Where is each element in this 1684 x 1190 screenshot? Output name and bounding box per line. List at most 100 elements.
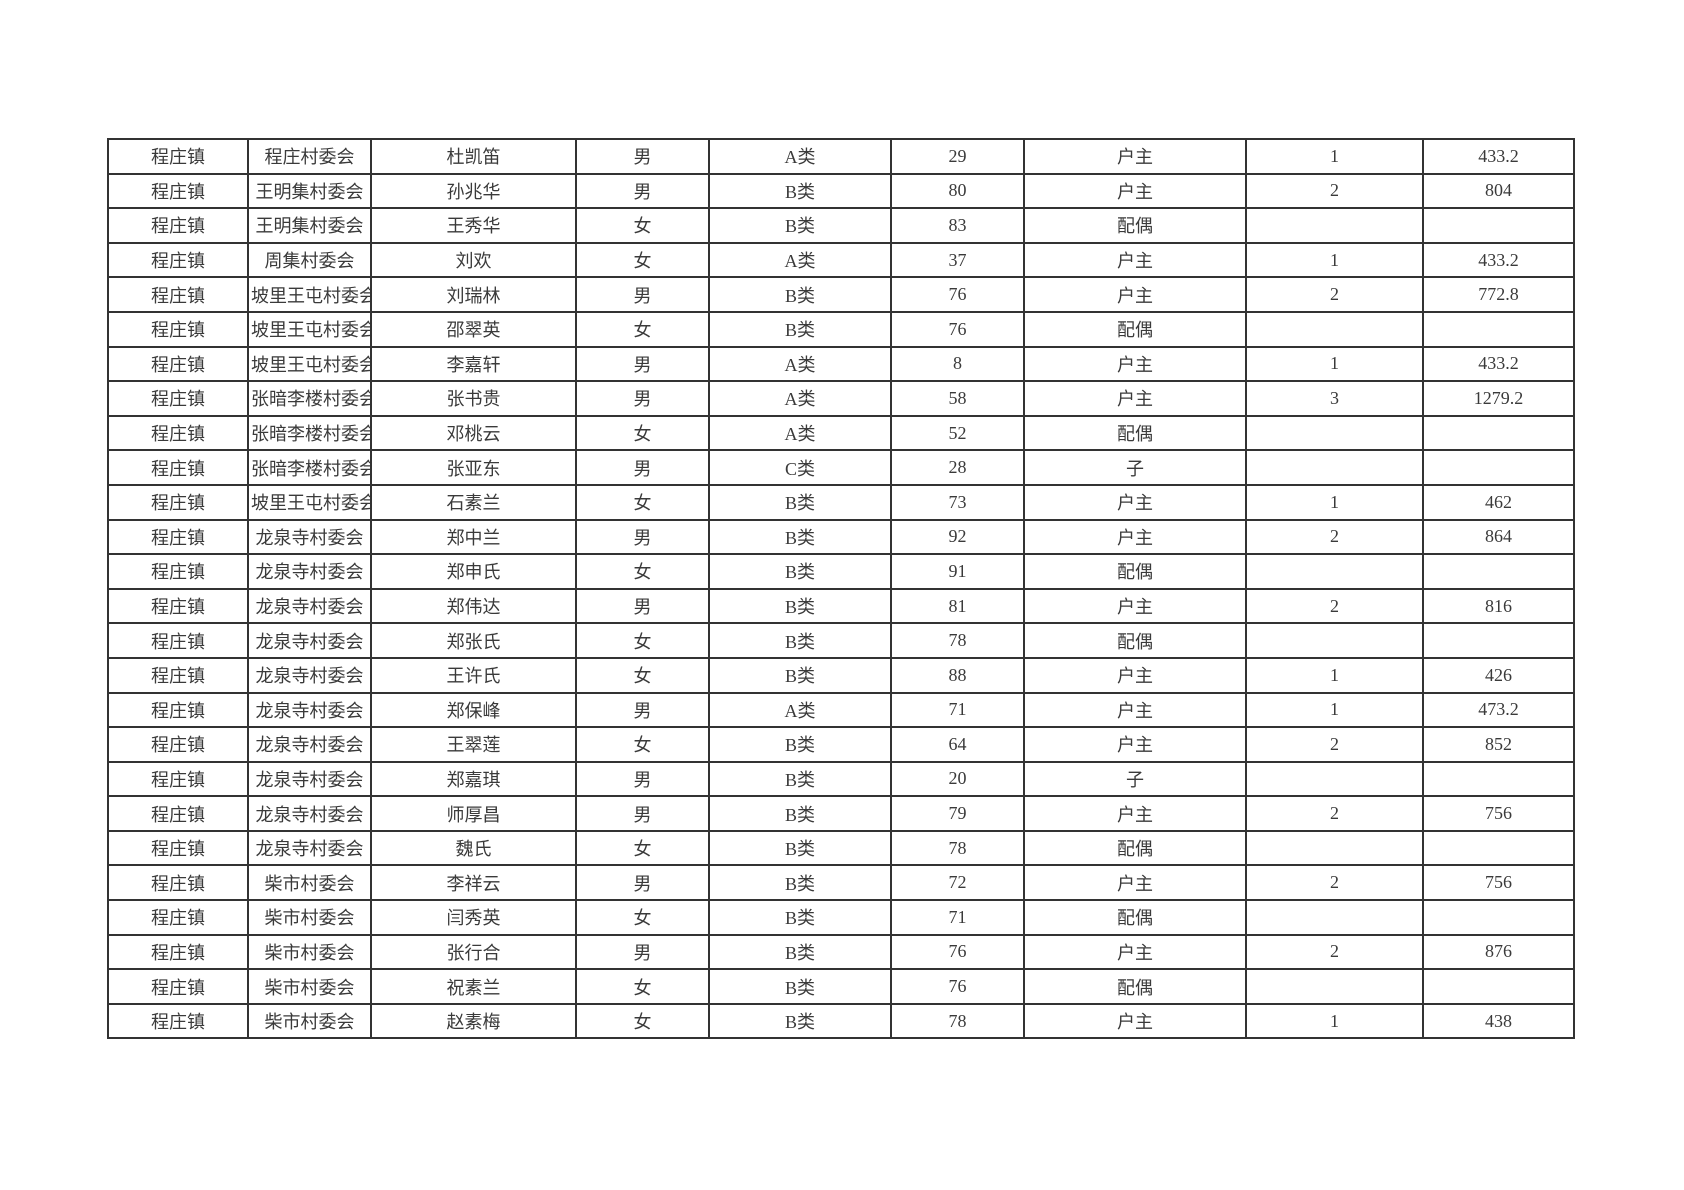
table-cell: 8 (890, 345, 1025, 383)
table-cell: 祝素兰 (370, 968, 577, 1005)
table-cell (1245, 968, 1424, 1005)
table-cell: 张行合 (370, 933, 577, 971)
table-cell: B类 (708, 933, 892, 971)
table-row: 程庄镇 张暗李楼村委会 张书贵男 A类 58 户主 3 1279.2 (107, 380, 1575, 417)
table-cell: 女 (575, 1002, 710, 1040)
table-cell: 王秀华 (370, 207, 577, 244)
table-cell: 1 (1245, 138, 1424, 175)
table-cell: 龙泉寺村委会 (247, 656, 372, 694)
table-cell: 坡里王屯村委会 (247, 345, 372, 383)
table-cell: 户主 (1023, 518, 1247, 556)
table-cell: 76 (890, 276, 1025, 313)
table-row: 程庄镇 程庄村委会 杜凯笛男 A类 29 户主 1 433.2 (107, 138, 1575, 175)
table-row: 程庄镇 柴市村委会 祝素兰女 B类 76 配偶 (107, 968, 1575, 1005)
table-cell: 郑申氏 (370, 553, 577, 590)
table-cell: 程庄镇 (107, 726, 249, 763)
table-cell: 女 (575, 829, 710, 867)
table-cell: 程庄镇 (107, 138, 249, 175)
table-cell: 2 (1245, 276, 1424, 313)
table-row: 程庄镇 龙泉寺村委会 王翠莲女 B类 64 户主 2 852 (107, 726, 1575, 763)
table-cell: 赵素梅 (370, 1002, 577, 1040)
table-cell: 龙泉寺村委会 (247, 691, 372, 729)
table-cell: 程庄镇 (107, 172, 249, 210)
table-cell: 程庄镇 (107, 1002, 249, 1040)
table-cell: 80 (890, 172, 1025, 210)
table-cell: 58 (890, 380, 1025, 417)
table-cell: 426 (1422, 656, 1575, 694)
table-cell: 龙泉寺村委会 (247, 760, 372, 798)
table-cell: 户主 (1023, 172, 1247, 210)
table-cell: 女 (575, 483, 710, 521)
table-row: 程庄镇 龙泉寺村委会 郑伟达男 B类 81 户主 2 816 (107, 587, 1575, 625)
table-cell: 子 (1023, 760, 1247, 798)
table-cell (1245, 449, 1424, 486)
table-cell: 张亚东 (370, 449, 577, 486)
table-row: 程庄镇 坡里王屯村委会 刘瑞林男 B类 76 户主 2 772.8 (107, 276, 1575, 313)
table-cell: 程庄镇 (107, 968, 249, 1005)
table-cell: 1 (1245, 656, 1424, 694)
table-row: 程庄镇 龙泉寺村委会 郑申氏女 B类 91 配偶 (107, 553, 1575, 590)
table-cell: 3 (1245, 380, 1424, 417)
table-cell: B类 (708, 518, 892, 556)
table-cell: 配偶 (1023, 553, 1247, 590)
table-cell: 男 (575, 587, 710, 625)
table-cell (1422, 968, 1575, 1005)
table-cell: 邓桃云 (370, 414, 577, 452)
table-row: 程庄镇 坡里王屯村委会 石素兰女 B类 73 户主 1 462 (107, 483, 1575, 521)
table-cell: 程庄镇 (107, 656, 249, 694)
table-cell: 1 (1245, 483, 1424, 521)
table-cell: 女 (575, 968, 710, 1005)
table-cell: 2 (1245, 726, 1424, 763)
table-cell: 程庄镇 (107, 829, 249, 867)
table-cell: 户主 (1023, 483, 1247, 521)
table-cell: 72 (890, 864, 1025, 902)
table-cell: 柴市村委会 (247, 864, 372, 902)
table-cell (1422, 449, 1575, 486)
table-cell: 柴市村委会 (247, 899, 372, 936)
table-cell: 程庄镇 (107, 622, 249, 659)
table-cell: 程庄镇 (107, 899, 249, 936)
table-cell: B类 (708, 276, 892, 313)
table-cell: 龙泉寺村委会 (247, 726, 372, 763)
table-cell: 433.2 (1422, 138, 1575, 175)
table-cell: 1 (1245, 241, 1424, 279)
table-cell: 772.8 (1422, 276, 1575, 313)
table-cell: 郑保峰 (370, 691, 577, 729)
table-cell: 程庄镇 (107, 553, 249, 590)
table-cell: 29 (890, 138, 1025, 175)
table-cell: 孙兆华 (370, 172, 577, 210)
table-cell (1245, 622, 1424, 659)
table-cell: 郑张氏 (370, 622, 577, 659)
table-row: 程庄镇 龙泉寺村委会 魏氏女 B类 78 配偶 (107, 829, 1575, 867)
table-body: 程庄镇 程庄村委会 杜凯笛男 A类 29 户主 1 433.2 程庄镇 王明集村委会 孙兆华男 B类 8… (107, 138, 1575, 1040)
table-cell: A类 (708, 138, 892, 175)
table-row: 程庄镇 周集村委会 刘欢女 A类 37 户主 1 433.2 (107, 241, 1575, 279)
table-cell: 户主 (1023, 691, 1247, 729)
table-cell: 程庄镇 (107, 518, 249, 556)
table-cell: 张暗李楼村委会 (247, 414, 372, 452)
table-cell (1422, 414, 1575, 452)
table-cell: B类 (708, 829, 892, 867)
table-cell: 张暗李楼村委会 (247, 449, 372, 486)
table-cell: 配偶 (1023, 829, 1247, 867)
table-cell: 756 (1422, 795, 1575, 832)
table-row: 程庄镇 张暗李楼村委会 张亚东男 C类 28 子 (107, 449, 1575, 486)
table-cell: 64 (890, 726, 1025, 763)
table-row: 程庄镇 柴市村委会 张行合男 B类 76 户主 2 876 (107, 933, 1575, 971)
table-cell: 李嘉轩 (370, 345, 577, 383)
table-cell: 女 (575, 622, 710, 659)
table-cell: 76 (890, 968, 1025, 1005)
table-cell: 刘欢 (370, 241, 577, 279)
table-cell: B类 (708, 622, 892, 659)
table-cell: 周集村委会 (247, 241, 372, 279)
table-cell: B类 (708, 726, 892, 763)
table-cell: 郑伟达 (370, 587, 577, 625)
table-cell: 78 (890, 622, 1025, 659)
table-cell (1422, 760, 1575, 798)
table-cell: 男 (575, 449, 710, 486)
table-cell: 龙泉寺村委会 (247, 622, 372, 659)
table-row: 程庄镇 王明集村委会 王秀华女 B类 83 配偶 (107, 207, 1575, 244)
table-row: 程庄镇 柴市村委会 李祥云男 B类 72 户主 2 756 (107, 864, 1575, 902)
table-cell: B类 (708, 656, 892, 694)
